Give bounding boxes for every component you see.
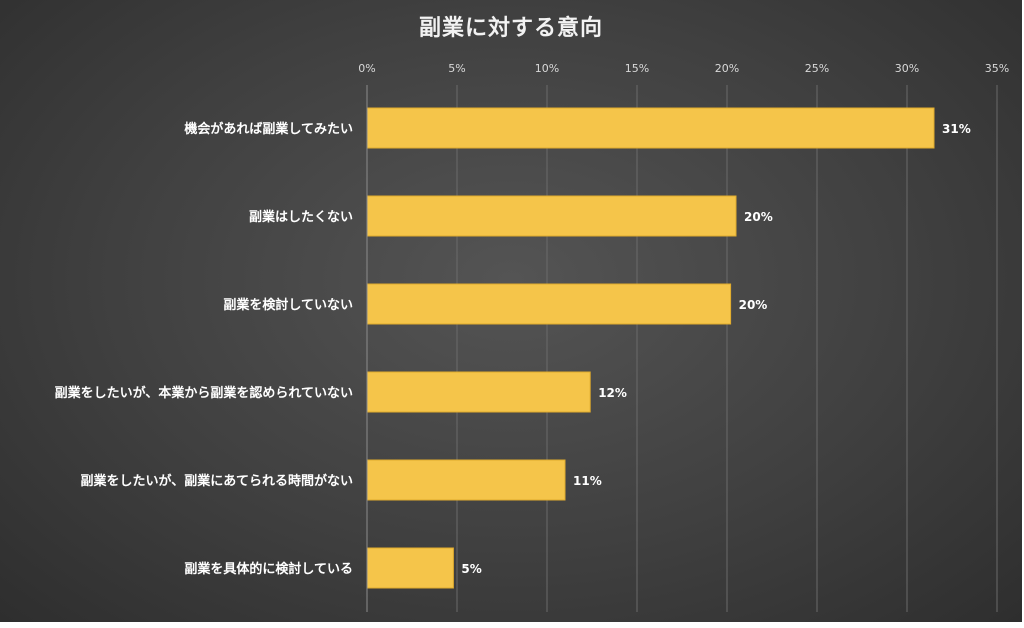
category-label: 副業をしたいが、副業にあてられる時間がない	[81, 473, 353, 489]
category-label: 副業を具体的に検討している	[184, 561, 353, 577]
x-tick-label: 10%	[535, 62, 559, 75]
bar	[366, 107, 935, 149]
data-label: 5%	[461, 562, 481, 576]
category-label: 副業をしたいが、本業から副業を認められていない	[55, 385, 353, 401]
x-tick-label: 25%	[805, 62, 829, 75]
category-label: 副業を検討していない	[223, 297, 353, 313]
x-tick-label: 30%	[895, 62, 919, 75]
bar	[366, 459, 566, 501]
category-label: 副業はしたくない	[249, 209, 353, 225]
data-label: 31%	[942, 122, 971, 136]
x-tick-label: 15%	[625, 62, 649, 75]
bar	[366, 547, 454, 589]
x-tick-label: 5%	[448, 62, 465, 75]
category-label: 機会があれば副業してみたい	[184, 121, 353, 137]
bar	[366, 195, 737, 237]
data-label: 20%	[744, 210, 773, 224]
bar	[366, 371, 591, 413]
data-label: 12%	[598, 386, 627, 400]
x-tick-label: 35%	[985, 62, 1009, 75]
data-label: 11%	[573, 474, 602, 488]
bar	[366, 283, 732, 325]
x-tick-label: 20%	[715, 62, 739, 75]
x-tick-label: 0%	[358, 62, 375, 75]
data-label: 20%	[739, 298, 768, 312]
chart-title: 副業に対する意向	[418, 16, 603, 41]
